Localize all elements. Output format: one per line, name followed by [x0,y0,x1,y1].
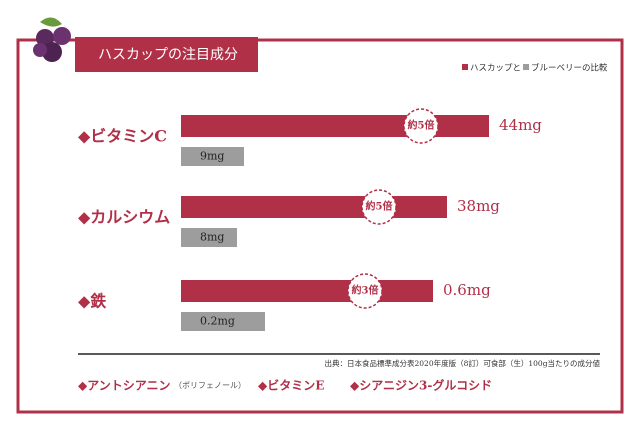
legend-label: ハスカップと [470,64,521,74]
legend-swatch [462,64,468,70]
value-label: 0.2mg [200,315,235,328]
chart-title: ハスカップの注目成分 [98,47,238,63]
footer-item: ◆アントシアニン [78,379,171,393]
footer-item: （ポリフェノール） [174,381,246,390]
bar [181,280,433,302]
badge [347,273,383,309]
category-label: ◆鉄 [78,292,106,311]
legend-label: ブルーベリーの比較 [531,63,608,74]
badge [361,189,397,225]
badge-label: 約5倍 [408,119,435,132]
badge-label: 約3倍 [352,284,379,297]
frame [16,38,624,414]
bar [181,312,265,331]
bar [181,196,447,218]
value-label: 0.6mg [443,281,491,299]
source: 出典：日本食品標準成分表2020年度版（8訂）可食部（生）100g当たりの成分値 [325,358,601,368]
category-label: ◆カルシウム [78,208,170,227]
badge [403,108,439,144]
footer-item: ◆シアニジン3-グルコシド [350,378,492,393]
value-label: 38mg [457,197,500,215]
badge-label: 約5倍 [366,200,393,213]
bar [181,115,489,137]
bar [181,228,237,247]
category-label: ◆ビタミンC [78,127,167,146]
title-banner [75,37,258,72]
bar [181,147,244,166]
grape-icon [33,17,71,62]
legend-swatch [523,64,530,70]
footer-item: ◆ビタミンE [258,378,324,393]
value-label: 8mg [200,231,224,244]
value-label: 44mg [499,116,542,134]
value-label: 9mg [200,150,224,163]
